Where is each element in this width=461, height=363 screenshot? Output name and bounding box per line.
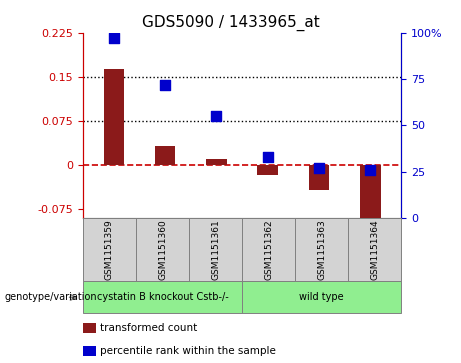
Bar (155, 146, 175, 165)
Text: GSM1151359: GSM1151359 (105, 219, 114, 280)
Point (213, 113, 220, 119)
Point (110, 35, 118, 41)
Text: percentile rank within the sample: percentile rank within the sample (100, 346, 277, 356)
Text: GSM1151364: GSM1151364 (370, 219, 379, 280)
Point (366, 167, 374, 172)
Point (315, 165, 323, 171)
Bar (257, 165, 278, 175)
Bar (206, 159, 227, 165)
Text: cystatin B knockout Cstb-/-: cystatin B knockout Cstb-/- (97, 292, 228, 302)
Bar (104, 69, 124, 165)
Text: GSM1151360: GSM1151360 (158, 219, 167, 280)
Point (264, 154, 272, 160)
Bar (309, 165, 329, 190)
Text: GSM1151361: GSM1151361 (211, 219, 220, 280)
Point (161, 82, 169, 87)
Text: GSM1151362: GSM1151362 (264, 219, 273, 280)
Text: wild type: wild type (299, 292, 344, 302)
Text: genotype/variation: genotype/variation (5, 292, 97, 302)
Text: GSM1151363: GSM1151363 (317, 219, 326, 280)
Bar (360, 165, 380, 218)
Text: GDS5090 / 1433965_at: GDS5090 / 1433965_at (142, 15, 319, 31)
Text: transformed count: transformed count (100, 323, 198, 333)
